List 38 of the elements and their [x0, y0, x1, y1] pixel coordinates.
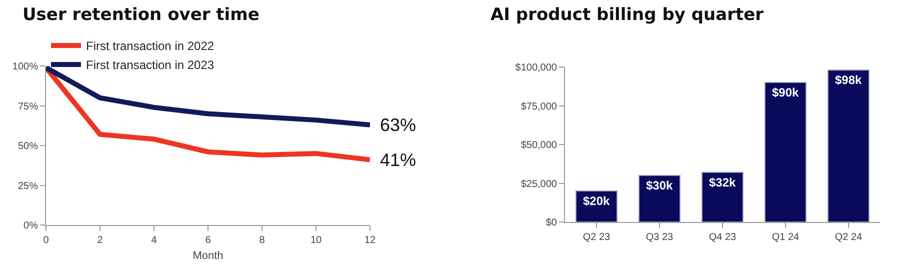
y-tick-label: 25% [18, 180, 38, 192]
data-label: $32k [708, 175, 736, 190]
data-label: $98k [834, 73, 862, 88]
x-tick-label: Q1 24 [772, 232, 800, 243]
x-tick-label: Q4 23 [708, 232, 737, 243]
bar [702, 172, 744, 222]
bar [764, 82, 806, 222]
x-axis-title: Month [192, 250, 224, 262]
x-tick-label: 6 [205, 235, 212, 246]
bar [828, 70, 870, 222]
data-label: $20k [582, 194, 610, 208]
legend-label: First transaction in 2023 [86, 58, 214, 72]
y-tick-label: $75,000 [520, 101, 558, 112]
legend-label: First transaction in 2022 [86, 39, 214, 54]
x-tick-label: 10 [310, 235, 322, 246]
y-tick-label: $50,000 [520, 140, 558, 151]
x-tick-label: Q2 24 [834, 232, 863, 243]
chart-title: AI product billing by quarter [490, 5, 764, 26]
annotation: 63% [380, 115, 416, 135]
x-tick-label: 12 [364, 235, 376, 246]
y-tick-label: $100,000 [515, 62, 558, 74]
chart-title: User retention over time [22, 5, 260, 26]
x-tick-label: 2 [97, 235, 104, 246]
x-tick-label: 0 [43, 235, 50, 246]
bar [638, 175, 680, 222]
x-tick-label: Q2 23 [582, 232, 611, 243]
data-label: $90k [772, 86, 800, 100]
x-tick-label: Q3 23 [646, 232, 674, 243]
x-tick-label: 8 [259, 235, 266, 246]
x-tick-label: 4 [151, 235, 158, 246]
y-tick-label: $0 [546, 218, 558, 228]
y-tick-label: 0% [24, 220, 38, 232]
annotation: 41% [380, 150, 416, 170]
data-label: $30k [646, 178, 674, 192]
y-tick-label: 100% [12, 62, 38, 72]
y-tick-label: 50% [18, 141, 38, 152]
y-tick-label: $25,000 [520, 178, 558, 190]
y-tick-label: 75% [18, 101, 38, 112]
